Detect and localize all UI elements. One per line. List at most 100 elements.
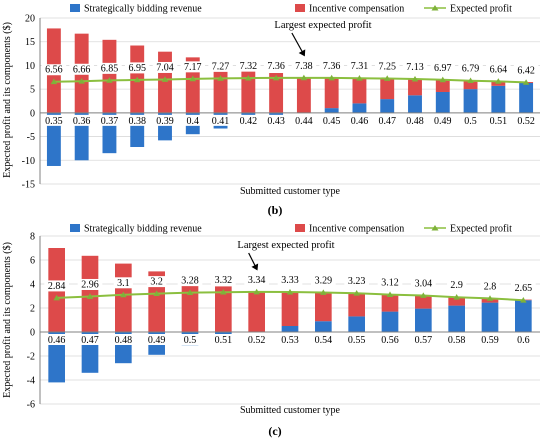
expected-profit-point-0.59 [486,295,494,301]
profit-label-bg [69,63,94,75]
annotation-arrow-head [251,263,259,271]
category-label-0.58: 0.58 [448,335,466,346]
category-label-bg [430,114,455,126]
category-label-0.54: 0.54 [315,335,333,346]
expected-profit-point-0.52 [522,79,530,85]
expected-profit-point-0.5 [186,289,194,296]
profit-label-0.6: 2.65 [515,283,533,294]
profit-label-bg [377,277,403,289]
bar-incentive-0.46 [352,78,367,104]
bar-strategic-0.59 [481,302,499,332]
profit-label-0.4: 7.17 [184,62,202,73]
bar-strategic-0.45 [324,108,339,113]
profit-label-0.52: 3.34 [248,275,266,286]
category-label-bg [319,114,344,126]
profit-label-bg [77,278,103,290]
bar-strategic-0.47 [380,99,395,113]
bar-strategic-0.53 [281,326,299,332]
bar-incentive-0.5 [463,80,478,90]
category-label-bg [244,334,269,345]
y-tick-label: 10 [25,61,35,72]
y-tick-label: 0 [30,328,35,339]
category-label-bg [278,334,302,345]
category-label-0.43: 0.43 [267,116,285,127]
y-tick-label: 0 [30,108,35,119]
profit-label-0.48: 7.13 [406,62,424,73]
expected-profit-point-0.48 [120,291,127,298]
expected-profit-point-0.57 [420,292,427,298]
profit-label-0.49: 6.97 [434,63,452,74]
category-label-0.53: 0.53 [281,335,299,346]
annotation-arrow-shaft [248,252,257,268]
category-label-bg [311,334,336,345]
legend: Strategically bidding revenue Incentive c… [70,224,512,235]
profit-label-bg [511,282,536,294]
category-label-bg [292,114,316,126]
bar-strategic-0.46 [352,103,367,113]
expected-profit-point-0.51 [220,288,227,295]
bar-incentive-0.37 [102,39,117,113]
legend-label-2: Incentive compensation [309,4,404,15]
category-label-0.47: 0.47 [378,116,396,127]
y-tick-label: 2 [30,304,35,315]
profit-label-0.52: 6.42 [517,65,535,76]
profit-label-0.53: 3.33 [281,275,299,286]
bar-incentive-0.44 [296,77,311,113]
profit-label-0.58: 2.9 [450,280,463,291]
profit-label-0.46: 2.84 [48,281,66,292]
category-label-bg [514,334,533,345]
category-label-0.35: 0.35 [45,116,63,127]
expected-profit-point-0.49 [439,76,446,83]
expected-profit-line [53,76,527,84]
bar-strategic-0.57 [415,308,432,332]
legend-marker [431,225,439,231]
category-label-bg [111,334,136,345]
category-label-bg [180,334,200,345]
profit-label-0.47: 7.25 [378,61,396,72]
category-label-bg [344,334,369,345]
category-label-bg [78,334,102,345]
bar-strategic-0.48 [408,95,422,113]
profit-label-bg [211,274,236,286]
legend-label-3: Expected profit [450,224,512,235]
expected-profit-point-0.56 [386,291,394,297]
category-label-0.51: 0.51 [215,335,233,346]
category-label-0.41: 0.41 [212,116,230,127]
y-tick-label: -5 [27,132,35,143]
category-label-0.59: 0.59 [481,335,499,346]
profit-label-0.49: 3.2 [150,277,163,288]
expected-profit-point-0.54 [320,289,327,295]
panel-label: (c) [268,424,281,438]
profit-label-0.51: 6.64 [490,64,508,75]
legend-label-2: Incentive compensation [309,224,404,235]
category-label-0.44: 0.44 [295,116,313,127]
y-tick-label: -10 [22,156,35,167]
profit-label-bg [263,60,289,72]
bar-incentive-0.53 [281,292,299,326]
category-label-bg [183,114,202,126]
y-tick-label: 6 [30,256,35,267]
y-tick-label: -2 [27,352,35,363]
category-label-0.49: 0.49 [148,335,166,346]
bar-incentive-0.41 [213,62,228,113]
profit-label-bg [513,64,539,76]
profit-label-0.46: 7.31 [351,61,369,72]
category-label-0.6: 0.6 [517,335,530,346]
bar-incentive-0.55 [348,293,365,317]
category-label-bg [486,114,511,126]
bar-incentive-0.48 [408,79,422,96]
profit-label-bg [402,61,428,73]
bar-strategic-0.49 [435,91,450,113]
bar-incentive-0.42 [241,68,256,113]
y-axis-title: Expected profit and its components ($) [2,242,13,398]
category-label-bg [478,334,502,345]
expected-profit-point-0.47 [86,293,94,299]
expected-profit-point-0.48 [411,75,419,82]
bar-strategic-0.35 [46,112,61,166]
expected-profit-point-0.39 [161,76,169,82]
category-label-0.5: 0.5 [184,335,197,346]
bar-incentive-0.58 [448,297,465,306]
profit-label-0.47: 2.96 [81,279,99,290]
expected-profit-point-0.47 [384,75,391,81]
